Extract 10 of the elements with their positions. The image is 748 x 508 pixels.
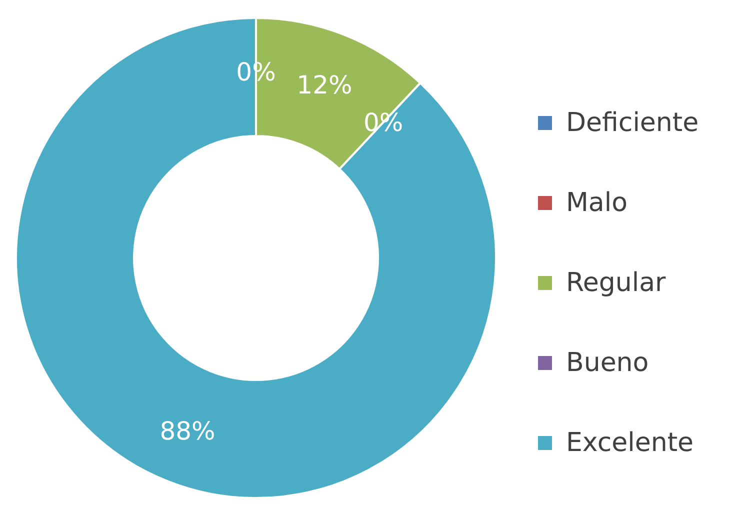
- text: 0%: [236, 58, 276, 86]
- legend-label: Malo: [566, 188, 628, 218]
- donut-slice: [15, 17, 497, 499]
- legend-label: Bueno: [566, 348, 649, 378]
- legend-label: Deficiente: [566, 108, 699, 138]
- data-label: 88%: [160, 416, 216, 446]
- legend-label: Excelente: [566, 428, 694, 458]
- text: 0%: [363, 108, 404, 137]
- data-label: 12%: [296, 70, 352, 100]
- legend-label: Regular: [566, 268, 666, 298]
